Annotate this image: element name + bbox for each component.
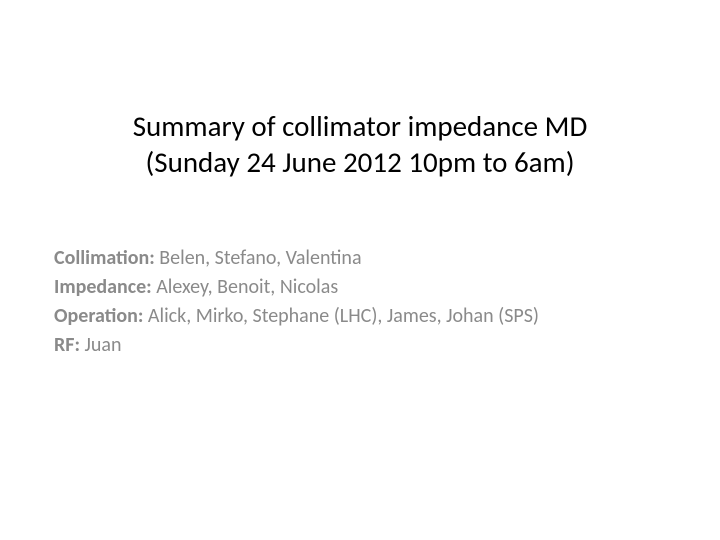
body-row: Impedance: Alexey, Benoit, Nicolas <box>54 273 666 302</box>
body-block: Collimation: Belen, Stefano, Valentina I… <box>54 244 666 360</box>
title-block: Summary of collimator impedance MD (Sund… <box>0 108 720 181</box>
body-value: Alick, Mirko, Stephane (LHC), James, Joh… <box>143 304 539 328</box>
title-line-2: (Sunday 24 June 2012 10pm to 6am) <box>0 144 720 180</box>
body-row: Collimation: Belen, Stefano, Valentina <box>54 244 666 273</box>
body-label: RF: <box>54 333 80 357</box>
slide: Summary of collimator impedance MD (Sund… <box>0 0 720 540</box>
body-label: Collimation: <box>54 246 155 270</box>
body-value: Alexey, Benoit, Nicolas <box>152 275 338 299</box>
body-value: Belen, Stefano, Valentina <box>155 246 362 270</box>
body-label: Operation: <box>54 304 143 328</box>
body-row: RF: Juan <box>54 331 666 360</box>
body-row: Operation: Alick, Mirko, Stephane (LHC),… <box>54 302 666 331</box>
title-line-1: Summary of collimator impedance MD <box>0 108 720 144</box>
body-label: Impedance: <box>54 275 152 299</box>
body-value: Juan <box>80 333 122 357</box>
